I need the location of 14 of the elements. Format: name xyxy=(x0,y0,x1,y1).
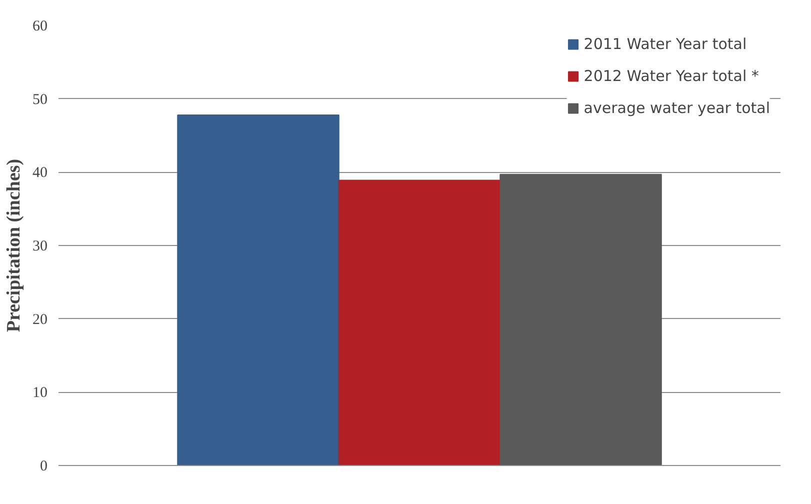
legend-label: 2011 Water Year total xyxy=(584,35,747,53)
legend-label: average water year total xyxy=(584,99,770,117)
bar xyxy=(338,180,501,466)
y-tick-label: 60 xyxy=(32,18,48,34)
y-axis-title: Precipitation (inches) xyxy=(4,158,24,332)
legend-label: 2012 Water Year total * xyxy=(584,67,759,85)
bar xyxy=(177,114,340,466)
y-tick-label: 50 xyxy=(32,92,48,108)
y-tick-label: 20 xyxy=(32,312,48,328)
y-tick-label: 30 xyxy=(32,238,48,254)
y-tick-label: 40 xyxy=(32,165,48,182)
bar xyxy=(500,174,662,466)
y-tick-label: 10 xyxy=(32,385,48,402)
y-tick-label: 0 xyxy=(40,458,48,474)
